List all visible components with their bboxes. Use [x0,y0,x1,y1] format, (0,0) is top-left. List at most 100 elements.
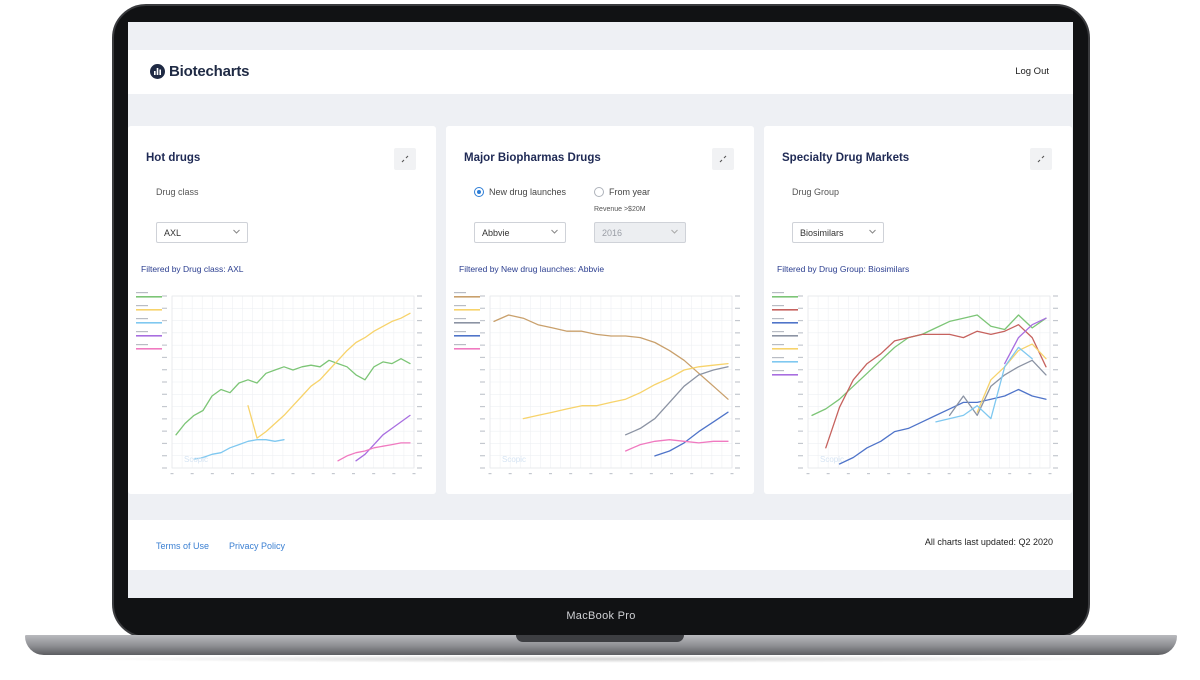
expand-button[interactable] [1030,148,1052,170]
filter-note: Filtered by Drug class: AXL [141,264,244,274]
y-tick-mark [798,381,803,383]
expand-button[interactable] [712,148,734,170]
x-tick-mark [988,473,991,475]
radio-label: New drug launches [489,187,567,197]
drug-group-select[interactable]: Biosimilars [792,222,884,243]
y-tick-mark [735,307,740,309]
y-tick-mark [162,332,167,334]
y-tick-mark [480,405,485,408]
y-tick-mark [735,442,740,445]
x-tick-mark [947,473,951,475]
select-value: AXL [164,228,182,238]
y-tick-mark [735,381,740,383]
hot-drugs-card: Hot drugs Drug class AXL Filtered by Dru… [128,126,436,494]
legend-text-mark [772,305,784,307]
card-title: Major Biopharmas Drugs [464,152,601,164]
select-value: 2016 [602,228,623,238]
x-tick-mark [806,473,810,475]
y-tick-mark [798,344,803,346]
radio-unselected-icon [594,187,604,197]
x-tick-mark [670,473,673,475]
y-tick-mark [417,344,422,346]
company-select[interactable]: Abbvie [474,222,566,243]
y-tick-mark [162,344,167,346]
y-tick-mark [417,405,422,408]
series-line [825,324,1047,449]
x-tick-mark [967,473,971,475]
device-label: MacBook Pro [566,610,636,622]
x-tick-mark [528,473,532,475]
brand-logo[interactable]: Biotecharts [150,63,250,80]
drug-class-select[interactable]: AXL [156,222,248,243]
y-tick-mark [417,418,422,420]
year-select[interactable]: 2016 [594,222,686,243]
radio-label: From year [609,187,651,197]
logout-link[interactable]: Log Out [1015,66,1049,77]
privacy-policy-link[interactable]: Privacy Policy [229,541,286,551]
legend-swatch [772,322,798,324]
y-tick-mark [417,319,422,322]
plot-border [171,295,415,469]
x-tick-mark [331,473,335,475]
legend-swatch [136,322,162,324]
y-tick-mark [480,356,485,359]
series-line [193,439,285,460]
x-tick-mark [190,473,194,475]
x-tick-mark [412,473,416,475]
y-tick-mark [162,430,167,432]
y-tick-mark [480,332,485,334]
y-tick-mark [798,418,803,420]
terms-of-use-link[interactable]: Terms of Use [156,541,210,551]
x-tick-mark [210,473,214,475]
legend-swatch [454,309,480,311]
x-tick-mark [271,473,275,475]
y-tick-mark [417,430,422,432]
expand-icon [1037,155,1045,163]
brand-name: Biotecharts [169,63,250,80]
select-value: Abbvie [482,228,510,238]
y-tick-mark [417,393,422,395]
x-tick-mark [508,473,512,475]
x-tick-mark [907,473,911,475]
y-tick-mark [1053,467,1058,469]
x-tick-mark [372,473,376,475]
legend-text-mark [136,305,148,307]
x-tick-mark [730,473,734,475]
series-line [976,343,1047,413]
x-tick-mark [846,473,850,475]
y-tick-mark [417,381,422,383]
plot-border [807,295,1051,469]
radio-selected-icon [474,187,484,197]
x-tick-mark [609,473,613,475]
specialty-markets-chart: Scopic [772,292,1058,475]
legend-swatch [136,348,162,350]
y-tick-mark [417,467,422,469]
app-screen: Biotecharts Log Out Hot drugs Drug class… [128,22,1073,598]
expand-button[interactable] [394,148,416,170]
y-tick-mark [735,332,740,334]
y-tick-mark [1053,295,1058,297]
y-tick-mark [735,369,740,371]
y-tick-mark [480,430,485,432]
series-line [1004,317,1047,365]
y-tick-mark [417,455,422,457]
y-tick-mark [417,307,422,309]
series-line [624,439,729,452]
drug-group-label: Drug Group [792,187,840,197]
laptop-notch [516,635,684,642]
y-tick-mark [798,405,803,408]
radio-new-drug-launches[interactable]: New drug launches [474,187,566,197]
y-tick-mark [1053,393,1058,395]
series-line [624,366,729,436]
expand-icon [719,155,727,163]
y-tick-mark [735,344,740,346]
y-tick-mark [480,319,485,322]
x-tick-mark [549,473,552,475]
radio-from-year[interactable]: From year [594,187,650,197]
card-title: Hot drugs [146,152,201,164]
plot-border [489,295,733,469]
legend-swatch [772,374,798,376]
y-tick-mark [1053,381,1058,383]
y-tick-mark [735,418,740,420]
